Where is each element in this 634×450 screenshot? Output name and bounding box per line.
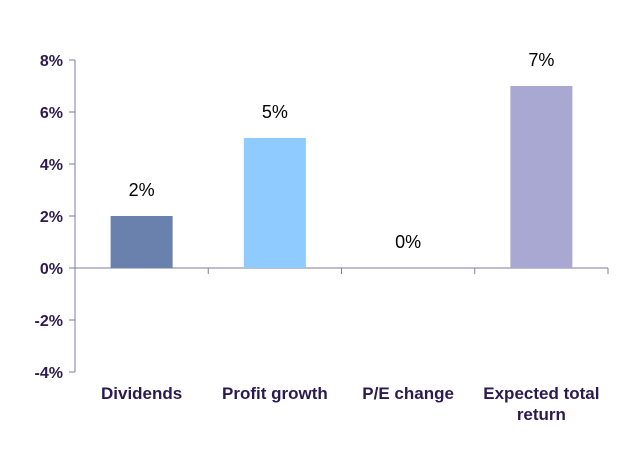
x-category-label-line: return <box>517 405 566 424</box>
x-category-label-line: Profit growth <box>222 384 328 403</box>
x-category-label-line: Dividends <box>101 384 182 403</box>
y-tick-label: 8% <box>40 53 63 70</box>
chart-labels: 2% Dividends 5% Profit growth 0% P/E change 7%… <box>101 50 599 424</box>
y-tick-label: -4% <box>35 365 63 382</box>
x-category-label: Expected total return <box>483 384 599 424</box>
y-tick-label: 0% <box>40 261 63 278</box>
y-tick-label: -2% <box>35 313 63 330</box>
y-tick-label: 6% <box>40 105 63 122</box>
data-label: 0% <box>395 232 421 252</box>
bar <box>110 216 173 268</box>
x-category-label: Profit growth <box>222 384 328 403</box>
x-category-label: P/E change <box>362 384 454 403</box>
x-category-label: Dividends <box>101 384 182 403</box>
bar <box>243 138 306 268</box>
bar <box>510 86 573 268</box>
chart-axes: 8% 6% 4% 2% 0% -2% -4% <box>35 53 609 382</box>
data-label: 7% <box>528 50 554 70</box>
y-tick-label: 2% <box>40 209 63 226</box>
chart-bars <box>110 86 573 268</box>
data-label: 2% <box>129 180 155 200</box>
x-category-label-line: P/E change <box>362 384 454 403</box>
data-label: 5% <box>262 102 288 122</box>
y-tick-label: 4% <box>40 157 63 174</box>
x-category-label-line: Expected total <box>483 384 599 403</box>
